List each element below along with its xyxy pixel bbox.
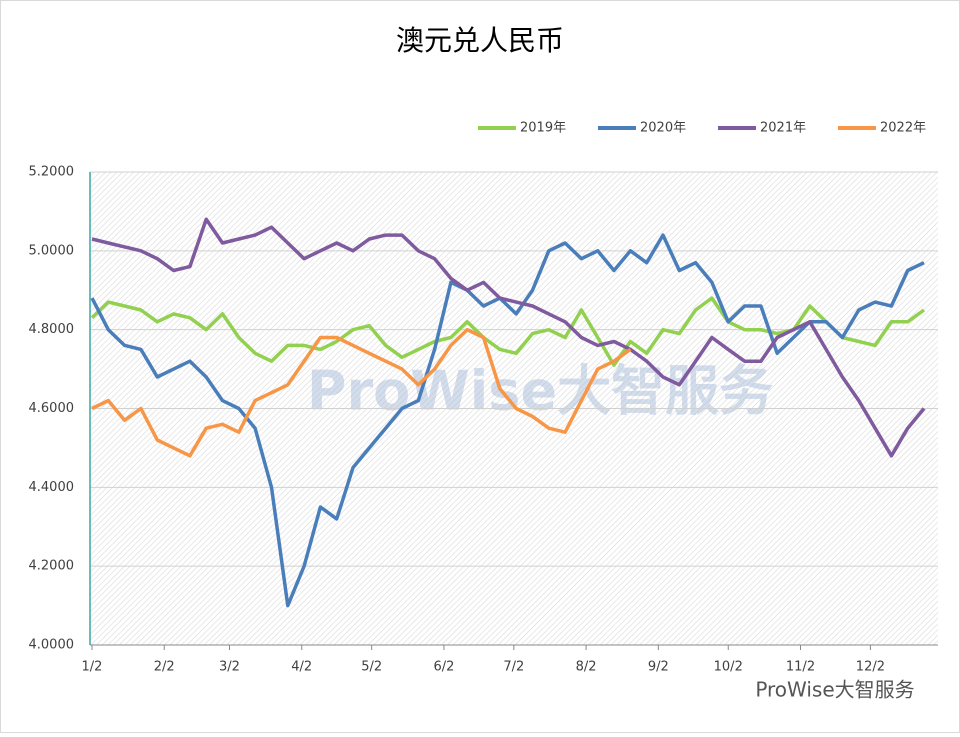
y-tick-label: 4.2000 xyxy=(29,559,75,574)
x-tick-label: 10/2 xyxy=(714,660,743,675)
footer-brand: ProWise大智服务 xyxy=(755,678,914,702)
x-tick-label: 4/2 xyxy=(291,660,312,675)
y-tick-label: 4.6000 xyxy=(29,401,75,416)
series-line xyxy=(91,217,926,458)
y-tick-label: 4.8000 xyxy=(29,322,75,337)
x-tick-label: 2/2 xyxy=(154,660,175,675)
x-tick-label: 11/2 xyxy=(786,660,815,675)
legend-label: 2020年 xyxy=(640,121,686,136)
series-line xyxy=(91,327,632,458)
x-tick-label: 1/2 xyxy=(82,660,103,675)
legend-label: 2022年 xyxy=(880,121,926,136)
legend-label: 2019年 xyxy=(520,121,566,136)
x-tick-label: 7/2 xyxy=(503,660,524,675)
x-tick-label: 6/2 xyxy=(433,660,454,675)
y-tick-label: 5.2000 xyxy=(29,165,75,180)
x-tick-label: 3/2 xyxy=(219,660,240,675)
chart-title: 澳元兑人民币 xyxy=(396,24,564,57)
y-tick-label: 4.0000 xyxy=(29,638,75,653)
x-tick-label: 8/2 xyxy=(576,660,597,675)
y-tick-label: 5.0000 xyxy=(29,243,75,258)
series-line xyxy=(90,296,926,367)
x-tick-label: 9/2 xyxy=(648,660,669,675)
series-line xyxy=(90,233,925,608)
watermark: ProWise大智服务 xyxy=(307,360,773,423)
x-tick-label: 12/2 xyxy=(856,660,885,675)
y-tick-label: 4.4000 xyxy=(29,480,75,495)
x-tick-label: 5/2 xyxy=(361,660,382,675)
legend-label: 2021年 xyxy=(760,121,806,136)
